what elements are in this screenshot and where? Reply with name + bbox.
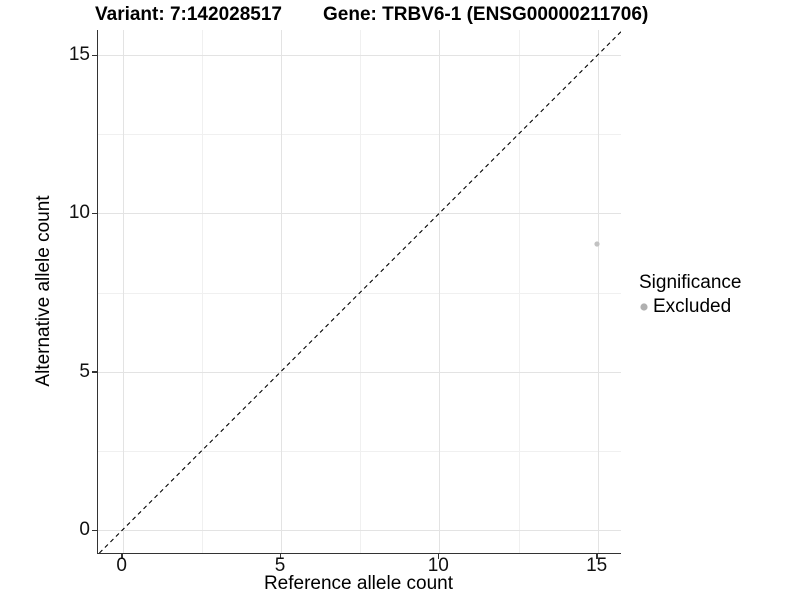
gridline-minor-h <box>98 134 621 136</box>
y-tick <box>92 212 97 215</box>
gridline-major-h <box>98 213 621 215</box>
gridline-major-h <box>98 530 621 531</box>
y-tick <box>92 54 97 56</box>
legend-point-icon <box>640 303 648 311</box>
plot-panel <box>97 30 621 554</box>
y-tick-label: 0 <box>79 519 90 540</box>
gridline-major-h <box>98 371 621 373</box>
y-axis-title: Alternative allele count <box>33 195 54 387</box>
y-tick <box>92 371 97 373</box>
gridline-major-v <box>439 30 441 553</box>
y-tick <box>92 529 97 531</box>
gridline-minor-h <box>98 450 621 452</box>
gridline-minor-v <box>518 30 520 553</box>
y-tick-label: 15 <box>68 44 90 65</box>
y-tick-label: 5 <box>79 360 90 382</box>
x-axis-title: Reference allele count <box>263 573 454 594</box>
x-tick-label: 15 <box>586 555 608 576</box>
gridline-minor-v <box>201 30 203 553</box>
x-tick <box>437 554 440 559</box>
x-tick-label: 10 <box>427 555 449 576</box>
x-tick <box>121 554 123 559</box>
legend-item-excluded: Excluded <box>639 296 741 318</box>
gridline-major-v <box>122 30 124 553</box>
legend-item-label: Excluded <box>653 296 732 317</box>
variant-title: Variant: 7:142028517 <box>95 4 282 25</box>
gridline-major-h <box>98 55 621 56</box>
x-tick-label: 5 <box>274 555 286 576</box>
legend-title: Significance <box>639 272 742 293</box>
y-tick-label: 10 <box>68 202 90 224</box>
gene-title: Gene: TRBV6-1 (ENSG00000211706) <box>323 4 649 25</box>
x-tick-label: 0 <box>116 555 127 576</box>
identity-dashed-line <box>99 31 621 553</box>
gridline-major-v <box>281 30 282 553</box>
x-tick <box>596 554 598 559</box>
plot-geoms <box>99 31 621 553</box>
legend: Significance Excluded <box>639 271 741 318</box>
gridline-major-v <box>597 30 599 553</box>
x-tick <box>279 554 281 559</box>
data-point-excluded <box>594 241 600 247</box>
